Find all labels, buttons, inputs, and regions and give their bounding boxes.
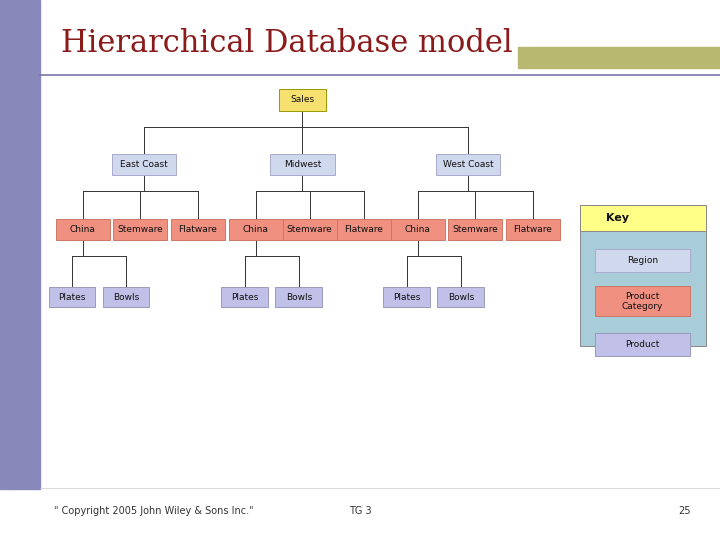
FancyBboxPatch shape <box>436 154 500 175</box>
FancyBboxPatch shape <box>580 205 706 231</box>
Text: Hierarchical Database model: Hierarchical Database model <box>61 28 513 59</box>
FancyBboxPatch shape <box>275 287 323 307</box>
Text: China: China <box>405 225 431 234</box>
FancyBboxPatch shape <box>438 287 485 307</box>
FancyBboxPatch shape <box>595 249 690 272</box>
Text: Plates: Plates <box>393 293 420 301</box>
Bar <box>518 47 720 68</box>
Text: West Coast: West Coast <box>443 160 493 169</box>
FancyBboxPatch shape <box>505 219 560 240</box>
Text: Flatware: Flatware <box>344 225 383 234</box>
Bar <box>0 0 40 489</box>
FancyBboxPatch shape <box>390 219 444 240</box>
Text: 25: 25 <box>679 507 691 516</box>
Text: East Coast: East Coast <box>120 160 168 169</box>
Text: Flatware: Flatware <box>179 225 217 234</box>
Text: China: China <box>243 225 269 234</box>
FancyBboxPatch shape <box>171 219 225 240</box>
Text: Product
Category: Product Category <box>622 292 663 311</box>
Text: Stemware: Stemware <box>452 225 498 234</box>
Text: Stemware: Stemware <box>287 225 333 234</box>
Text: Region: Region <box>627 256 658 265</box>
FancyBboxPatch shape <box>580 205 706 346</box>
Text: Key: Key <box>606 213 629 223</box>
Text: " Copyright 2005 John Wiley & Sons Inc.": " Copyright 2005 John Wiley & Sons Inc." <box>54 507 253 516</box>
Text: TG 3: TG 3 <box>348 507 372 516</box>
Text: Midwest: Midwest <box>284 160 321 169</box>
FancyBboxPatch shape <box>595 333 690 356</box>
FancyBboxPatch shape <box>595 287 690 316</box>
FancyBboxPatch shape <box>283 219 337 240</box>
Text: Plates: Plates <box>231 293 258 301</box>
Text: China: China <box>70 225 96 234</box>
FancyBboxPatch shape <box>448 219 503 240</box>
Text: Plates: Plates <box>58 293 86 301</box>
Text: Sales: Sales <box>290 96 315 104</box>
Text: Bowls: Bowls <box>286 293 312 301</box>
FancyBboxPatch shape <box>56 219 110 240</box>
FancyBboxPatch shape <box>112 154 176 175</box>
Text: Flatware: Flatware <box>513 225 552 234</box>
FancyBboxPatch shape <box>229 219 283 240</box>
FancyBboxPatch shape <box>279 89 325 111</box>
FancyBboxPatch shape <box>270 154 335 175</box>
FancyBboxPatch shape <box>337 219 390 240</box>
FancyBboxPatch shape <box>383 287 430 307</box>
Text: Bowls: Bowls <box>113 293 139 301</box>
FancyBboxPatch shape <box>222 287 268 307</box>
FancyBboxPatch shape <box>49 287 95 307</box>
FancyBboxPatch shape <box>102 287 150 307</box>
Text: Stemware: Stemware <box>117 225 163 234</box>
Text: Product: Product <box>626 340 660 349</box>
FancyBboxPatch shape <box>114 219 167 240</box>
Text: Bowls: Bowls <box>448 293 474 301</box>
